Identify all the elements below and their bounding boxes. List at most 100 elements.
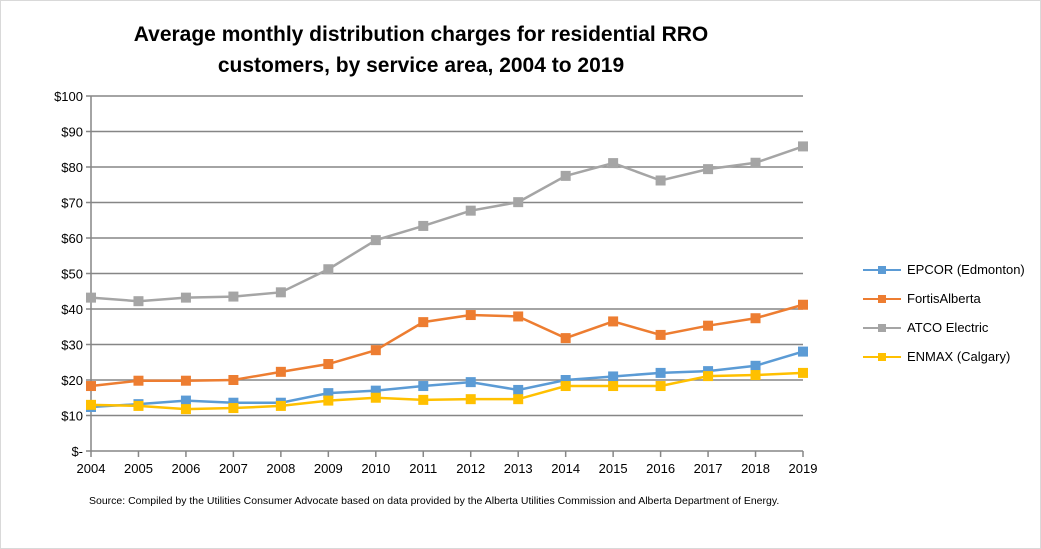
y-tick-label: $10 [61,409,83,424]
data-point [323,388,334,399]
data-point [703,371,714,382]
legend-label: EPCOR (Edmonton) [907,262,1025,277]
y-tick-label: $70 [61,196,83,211]
series-line-3 [90,371,804,411]
data-point [133,296,144,307]
data-point [323,395,334,406]
legend-swatch [863,322,901,334]
data-point [798,367,808,378]
data-point [798,299,808,310]
x-tick-label: 2014 [551,461,580,476]
y-tick-label: $50 [61,267,83,282]
legend-label: ATCO Electric [907,320,989,335]
data-point [655,175,666,186]
legend-item: ENMAX (Calgary) [863,349,1010,364]
data-point [513,311,524,322]
data-point [180,292,191,303]
data-point [323,359,334,370]
y-tick-label: $100 [54,89,83,104]
data-point [370,345,381,356]
data-point [513,197,524,208]
data-point [608,158,619,169]
source-note: Source: Compiled by the Utilities Consum… [89,495,780,507]
series-line-2 [90,145,804,303]
data-point [370,392,381,403]
y-tick-label: $40 [61,302,83,317]
x-tick-label: 2013 [504,461,533,476]
data-point [750,313,761,324]
data-point [465,394,476,405]
y-tick-label: $20 [61,373,83,388]
data-point [560,381,571,392]
data-point [703,164,714,175]
y-tick-label: $90 [61,125,83,140]
data-point [370,235,381,246]
data-point [608,371,619,382]
data-point [465,377,476,388]
data-point [465,205,476,216]
data-point [275,400,286,411]
data-point [418,220,429,231]
chart-title: Average monthly distribution charges for… [133,23,709,77]
x-tick-label: 2018 [741,461,770,476]
legend-swatch [863,293,901,305]
legend-label: FortisAlberta [907,291,981,306]
x-tick-label: 2009 [314,461,343,476]
data-point [703,320,714,331]
data-point [86,399,96,410]
data-point [228,397,239,408]
data-point [180,404,191,415]
x-tick-label: 2004 [77,461,106,476]
x-tick-label: 2016 [646,461,675,476]
data-point [275,366,286,377]
data-point [750,157,761,168]
y-tick-label: $60 [61,231,83,246]
x-tick-label: 2007 [219,461,248,476]
y-tick-label: $- [71,444,83,459]
data-point [560,170,571,181]
data-point [418,317,429,328]
x-tick-label: 2011 [409,461,437,476]
y-tick-label: $30 [61,338,83,353]
data-point [228,291,239,302]
x-tick-label: 2015 [599,461,628,476]
data-point [465,310,476,321]
data-point [86,381,96,392]
series-line-1 [90,303,804,388]
legend-item: FortisAlberta [863,291,981,306]
data-point [275,287,286,298]
data-point [798,346,808,357]
data-point [86,292,96,303]
data-point [228,403,239,414]
x-tick-label: 2005 [124,461,153,476]
x-tick-label: 2008 [266,461,295,476]
data-point [513,384,524,395]
data-point [608,381,619,392]
x-tick-label: 2006 [171,461,200,476]
data-point [180,375,191,386]
legend-swatch [863,351,901,363]
data-point [798,141,808,152]
data-point [370,385,381,396]
x-tick-label: 2010 [361,461,390,476]
data-point [655,367,666,378]
data-point [750,370,761,381]
x-tick-label: 2019 [789,461,818,476]
data-point [418,381,429,392]
data-point [133,375,144,386]
legend-swatch [863,264,901,276]
legend-label: ENMAX (Calgary) [907,349,1011,364]
data-point [133,400,144,411]
x-tick-label: 2012 [456,461,485,476]
data-point [418,394,429,405]
data-point [655,381,666,392]
x-tick-label: 2017 [694,461,723,476]
data-point [608,316,619,327]
legend-item: EPCOR (Edmonton) [863,262,1025,277]
data-point [323,264,334,275]
series-line-0 [90,350,804,409]
data-point [560,375,571,385]
data-point [560,333,571,344]
data-point [655,329,666,340]
